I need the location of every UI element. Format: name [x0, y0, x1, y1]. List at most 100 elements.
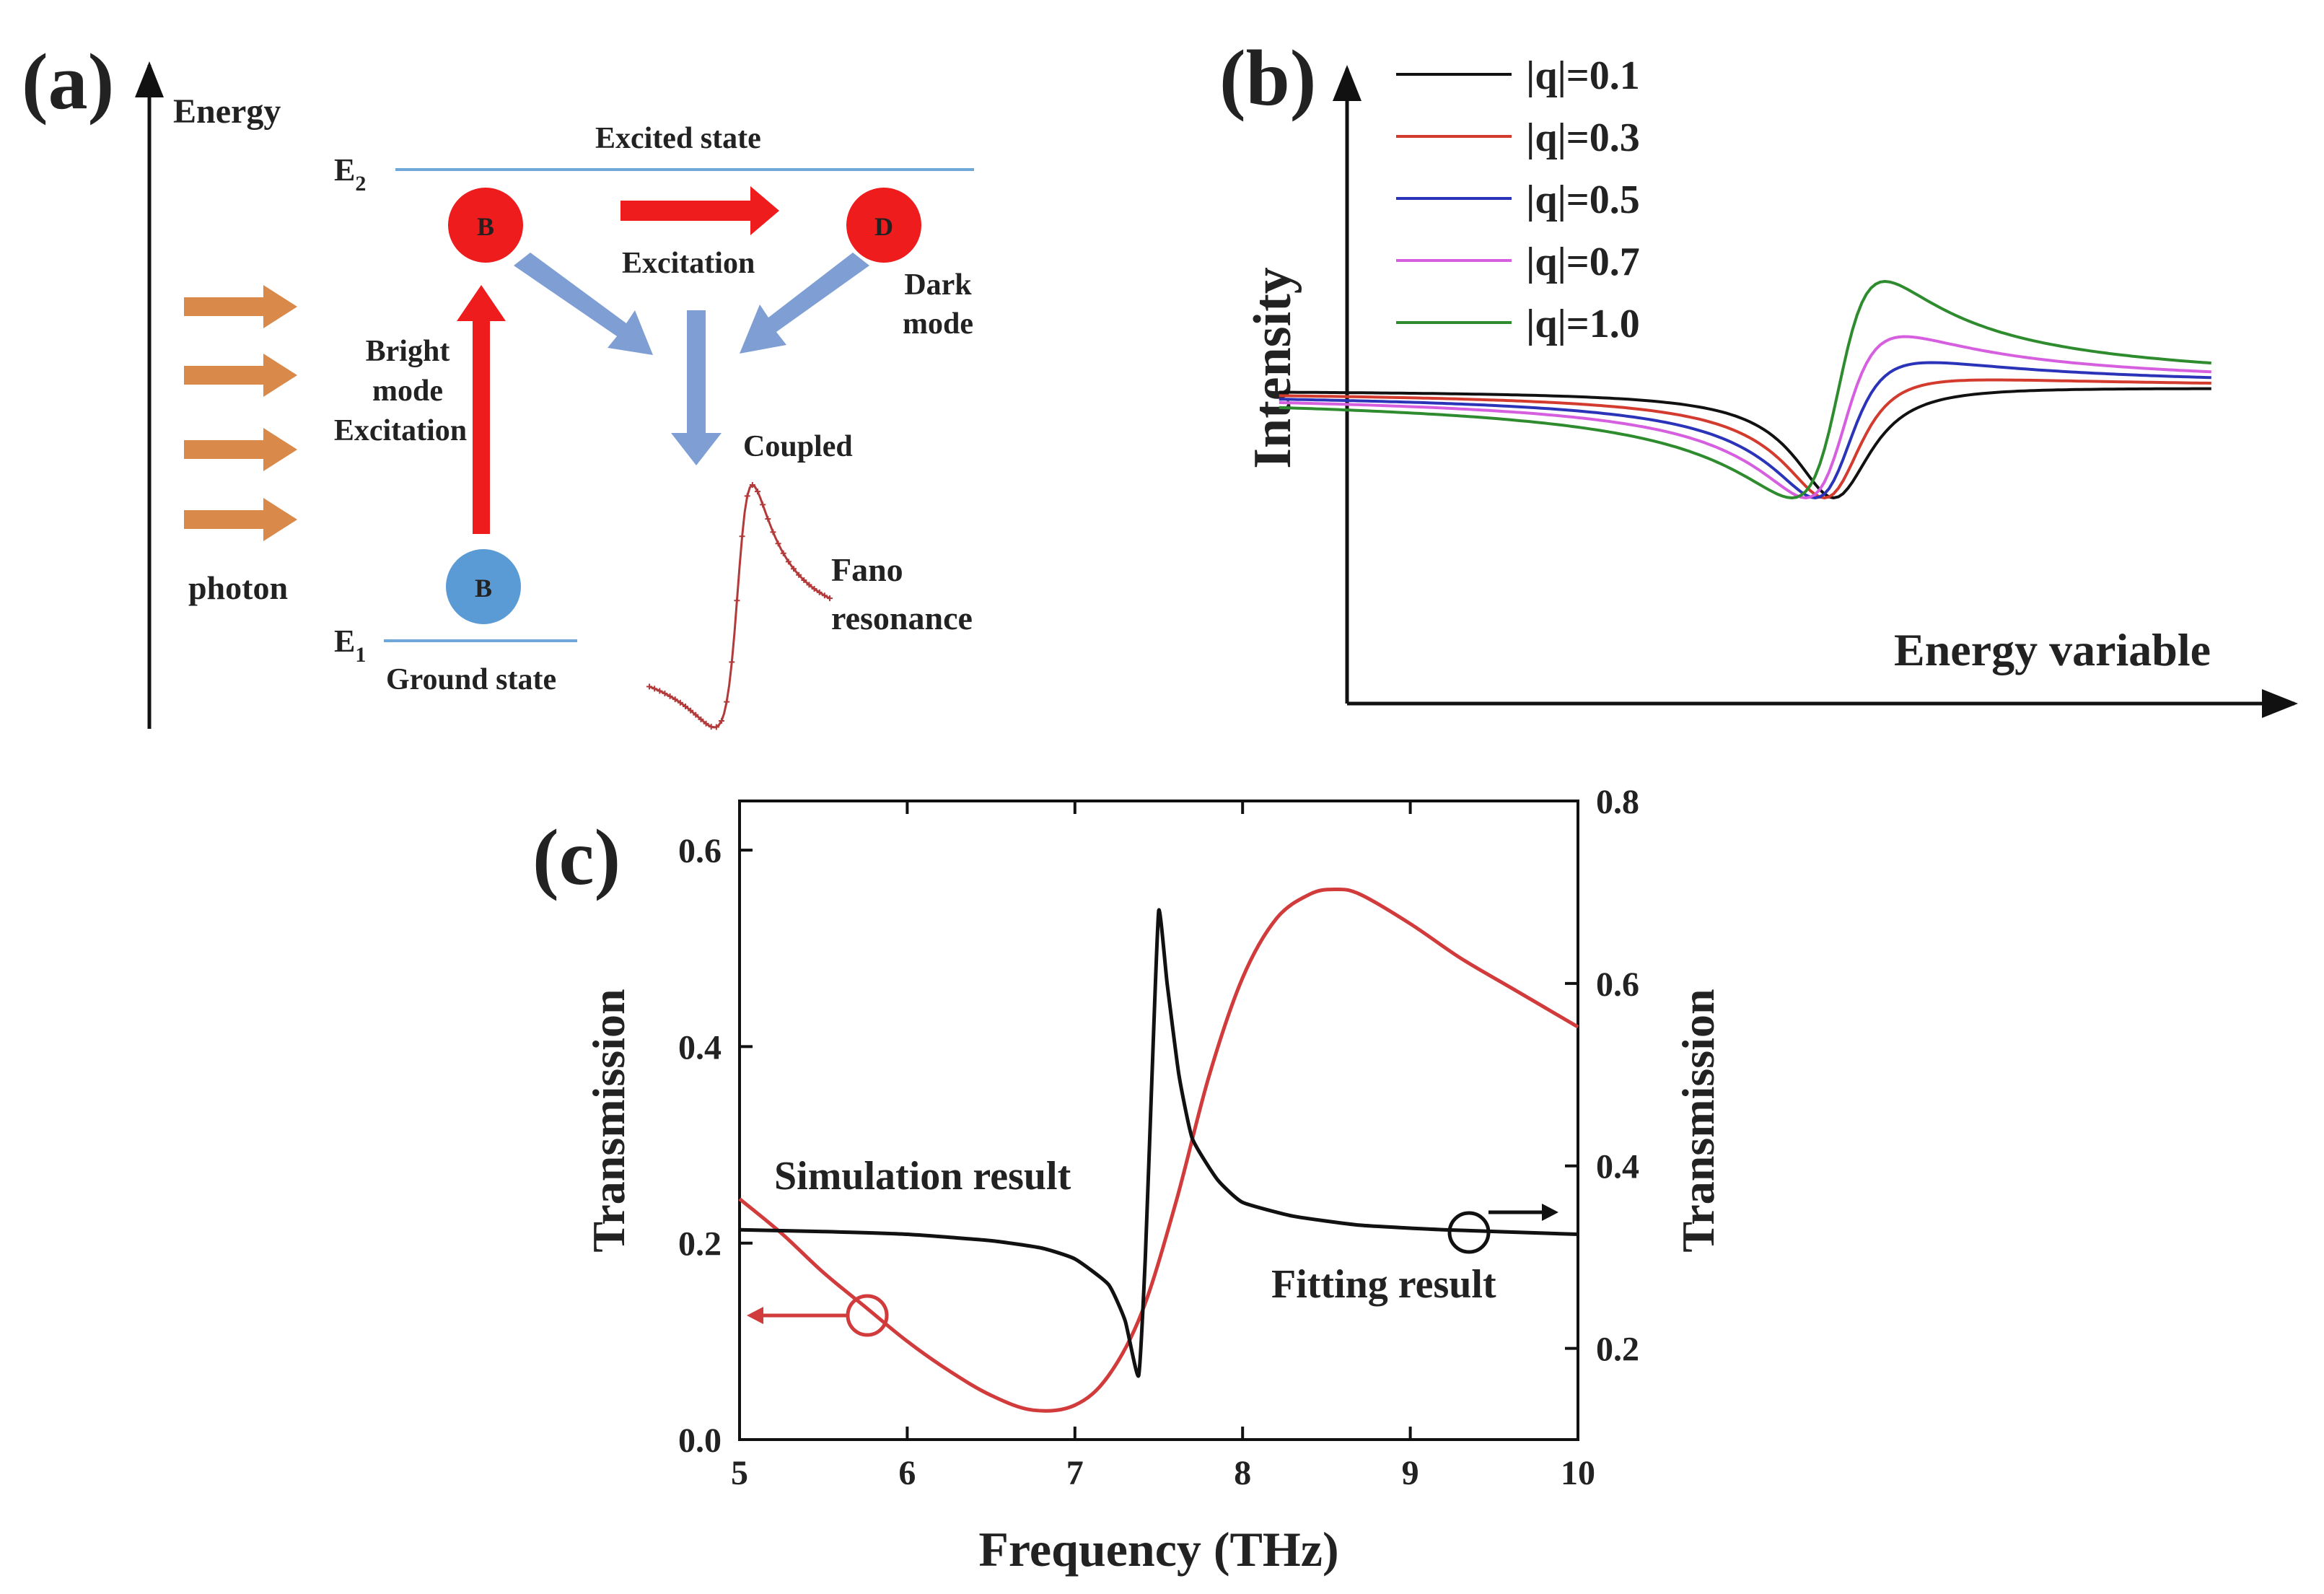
- panel-b-ylabel: Intensity: [1243, 267, 1302, 469]
- fano-curve-marker: [672, 696, 678, 703]
- fano-curve-marker: [677, 699, 683, 706]
- ground-state-label: Ground state: [386, 663, 556, 696]
- panel-c-ylabel-right: Transmission: [1672, 989, 1724, 1252]
- photon-arrow-2: [184, 354, 297, 397]
- y-right-tick-label: 0.8: [1596, 783, 1639, 821]
- q-curve-2: [1279, 361, 2211, 500]
- q-curve-4: [1279, 279, 2211, 500]
- x-tick-label: 9: [1402, 1454, 1419, 1492]
- panel-c-xlabel: Frequency (THz): [978, 1522, 1338, 1577]
- fano-curve-marker: [749, 482, 755, 488]
- y-right-tick-label: 0.2: [1596, 1331, 1639, 1369]
- legend-label-4: |q|=1.0: [1526, 302, 1640, 346]
- y-left-tick-label: 0.6: [678, 832, 722, 870]
- bright-label-line1: Bright: [366, 335, 450, 368]
- coupling-arrow-right: [740, 253, 869, 354]
- fano-curve-marker: [693, 711, 699, 718]
- fano-curve-marker: [827, 595, 833, 602]
- fano-curve-marker: [662, 691, 668, 697]
- fano-curve-marker: [806, 582, 812, 588]
- fano-curve-marker: [688, 707, 694, 714]
- panel-a-label: (a): [22, 38, 114, 126]
- e2-label: E2: [334, 152, 366, 196]
- fano-label-line1: Fano: [831, 551, 903, 588]
- bright-label-line2: mode: [372, 375, 443, 408]
- fano-curve-marker: [683, 703, 688, 709]
- coupled-arrow-down: [671, 310, 722, 465]
- fano-curve-marker: [785, 559, 792, 565]
- photon-label: photon: [188, 569, 288, 606]
- fitting-curve: [739, 908, 1579, 1378]
- simulation-axis-marker: [846, 1294, 889, 1337]
- panel-b-curves: [1279, 279, 2211, 500]
- panel-b: (b) Intensity Energy variable |q|=0.1|q|…: [1219, 34, 2298, 718]
- panel-b-legend: |q|=0.1 |q|=0.3 |q|=0.5 |q|=0.7 |q|=1.0: [1396, 53, 1640, 346]
- fano-curve-marker: [708, 724, 714, 730]
- panel-c-ylabel-left: Transmission: [583, 989, 634, 1252]
- x-tick-label: 8: [1234, 1454, 1251, 1492]
- panel-a: (a) Energy Excited state E2 Ground state…: [22, 38, 974, 730]
- y-right-tick-label: 0.6: [1596, 965, 1639, 1004]
- fitting-axis-marker: [1447, 1211, 1491, 1254]
- fano-curve-line: [649, 483, 830, 729]
- bright-label-line3: Excitation: [334, 414, 467, 447]
- fano-curve-marker: [667, 693, 673, 699]
- legend-label-3: |q|=0.7: [1526, 240, 1640, 284]
- fano-curve-marker: [801, 577, 807, 584]
- fano-curve-marker: [657, 688, 663, 694]
- fano-curve-marker: [816, 589, 823, 595]
- e1-label: E1: [334, 623, 366, 667]
- fano-curve-marker: [719, 717, 724, 724]
- panel-c-ticks: 5 6 7 8 9 10 0.0 0.2 0.4 0.6 0.2 0.4 0.6 0.8: [678, 783, 1639, 1492]
- bright-excitation-arrow: [457, 285, 506, 534]
- fano-curve-marker: [780, 550, 786, 556]
- fitting-result-label: Fitting result: [1271, 1262, 1496, 1307]
- x-tick-label: 10: [1561, 1454, 1595, 1492]
- fano-curve-marker: [811, 586, 817, 592]
- y-left-tick-label: 0.2: [678, 1225, 722, 1264]
- x-tick-label: 5: [731, 1454, 748, 1492]
- x-tick-label: 6: [898, 1454, 916, 1492]
- fano-curve-marker: [703, 720, 709, 727]
- fano-resonance-curve: [646, 482, 833, 730]
- fano-curve-marker: [646, 683, 652, 690]
- fano-curve-marker: [770, 529, 776, 535]
- y-right-tick-label: 0.4: [1596, 1148, 1639, 1186]
- q-curve-1: [1279, 378, 2211, 500]
- excited-state-label: Excited state: [595, 122, 761, 155]
- fano-curve-marker: [821, 592, 828, 599]
- coupled-label: Coupled: [743, 430, 853, 463]
- bright-node-label: B: [477, 212, 494, 241]
- photon-arrow-3: [184, 428, 297, 471]
- fano-curve-marker: [698, 716, 704, 722]
- y-left-tick-label: 0.0: [678, 1422, 722, 1460]
- fano-curve-marker: [796, 572, 802, 578]
- panel-c: (c) 5 6 7 8 9 10 0.0 0.2 0.4 0.6 0.2 0.4 0.6 0.8 Tran…: [532, 783, 1724, 1577]
- panel-c-label: (c): [532, 813, 621, 901]
- bright-mode-node: [448, 188, 523, 263]
- x-tick-label: 7: [1066, 1454, 1084, 1492]
- fano-curve-marker: [791, 566, 797, 572]
- panel-c-series: [738, 887, 1579, 1413]
- fano-curve-marker: [755, 489, 760, 495]
- excitation-label: Excitation: [622, 247, 755, 280]
- dark-mode-node: [846, 188, 921, 263]
- ground-node-label: B: [475, 574, 492, 603]
- dark-node-label: D: [874, 212, 893, 241]
- fano-curve-marker: [765, 516, 771, 522]
- fano-curve-marker: [713, 724, 719, 730]
- y-left-tick-label: 0.4: [678, 1028, 722, 1067]
- photon-arrow-4: [184, 498, 297, 541]
- simulation-curve: [738, 887, 1579, 1413]
- dark-mode-line2: mode: [903, 307, 973, 341]
- dark-mode-line1: Dark: [904, 268, 972, 302]
- panel-b-xlabel: Energy variable: [1894, 624, 2211, 675]
- fano-curve-marker: [734, 597, 740, 604]
- fano-curve-marker: [760, 502, 766, 508]
- fano-curve-marker: [724, 699, 730, 705]
- q-curve-3: [1279, 335, 2211, 500]
- simulation-result-label: Simulation result: [774, 1154, 1071, 1199]
- fano-curve-marker: [652, 686, 658, 692]
